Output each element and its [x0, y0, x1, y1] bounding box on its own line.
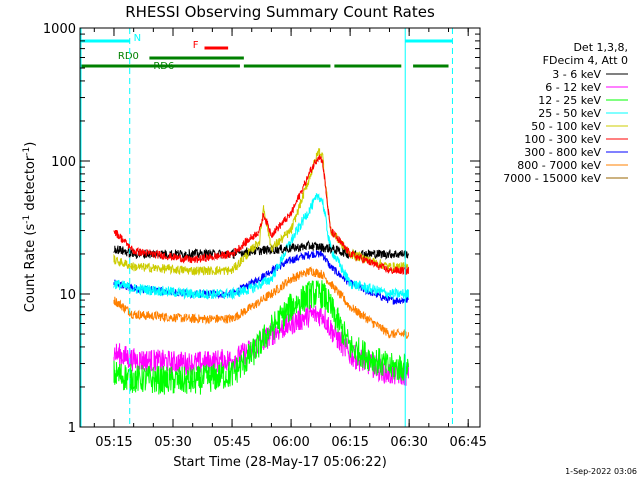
- flag-label-n: N: [134, 33, 141, 44]
- x-axis-label: Start Time (28-May-17 05:06:22): [173, 455, 387, 470]
- y-axis-label-sup1: -1: [22, 215, 32, 224]
- x-tick-label: 06:45: [449, 435, 486, 450]
- flag-label-rd0: RD0: [118, 51, 139, 62]
- x-tick-label: 05:30: [154, 435, 191, 450]
- x-tick-label: 05:15: [95, 435, 132, 450]
- legend-header-line-1: Det 1,3,8,: [573, 41, 628, 54]
- plot-area: N F RD0 RD6: [80, 28, 453, 427]
- instrument-flags: N F RD0 RD6: [80, 33, 453, 72]
- chart-title: RHESSI Observing Summary Count Rates: [125, 3, 435, 21]
- legend-entry-label: 100 - 300 keV: [524, 133, 601, 146]
- legend-entry-label: 50 - 100 keV: [531, 120, 601, 133]
- series-line-2: [113, 280, 409, 395]
- y-axis-label-main: Count Rate (s: [23, 224, 38, 313]
- x-tick-label: 06:30: [390, 435, 427, 450]
- legend-entry-label: 25 - 50 keV: [538, 107, 601, 120]
- legend-entry-label: 800 - 7000 keV: [517, 159, 601, 172]
- legend-entry-label: 6 - 12 keV: [545, 81, 601, 94]
- legend-entry-label: 300 - 800 keV: [524, 146, 601, 159]
- y-tick-label: 1000: [43, 22, 76, 37]
- flag-label-f: F: [193, 40, 199, 51]
- legend-entry-label: 12 - 25 keV: [538, 94, 601, 107]
- y-tick-label: 100: [51, 155, 76, 170]
- x-tick-label: 06:00: [272, 435, 309, 450]
- y-axis-ticks: 1 10 100 1000: [43, 22, 480, 436]
- legend-entry-label: 3 - 6 keV: [552, 68, 601, 81]
- series-line-3: [113, 192, 409, 301]
- series-lines: [113, 148, 409, 395]
- flag-label-rd6: RD6: [153, 61, 174, 72]
- legend-entry-label: 7000 - 15000 keV: [503, 172, 601, 185]
- x-tick-label: 06:15: [331, 435, 368, 450]
- y-axis-label-end: ): [23, 142, 38, 147]
- timestamp: 1-Sep-2022 03:06: [565, 467, 637, 476]
- series-line-5: [113, 154, 409, 275]
- y-axis-label-mid: detector: [23, 155, 38, 215]
- saa-markers: [80, 28, 453, 427]
- y-tick-label: 10: [59, 288, 76, 303]
- y-axis-label-sup2: -1: [22, 147, 32, 156]
- legend-header-line-2: FDecim 4, Att 0: [543, 54, 628, 67]
- x-axis-ticks: 05:15 05:30 05:45 06:00 06:15 06:30 06:45: [93, 28, 487, 450]
- plot-frame: [79, 27, 481, 428]
- series-line-7: [113, 266, 409, 339]
- y-axis-label: Count Rate (s-1 detector-1): [22, 142, 38, 313]
- x-tick-label: 05:45: [213, 435, 250, 450]
- y-tick-label: 1: [68, 421, 76, 436]
